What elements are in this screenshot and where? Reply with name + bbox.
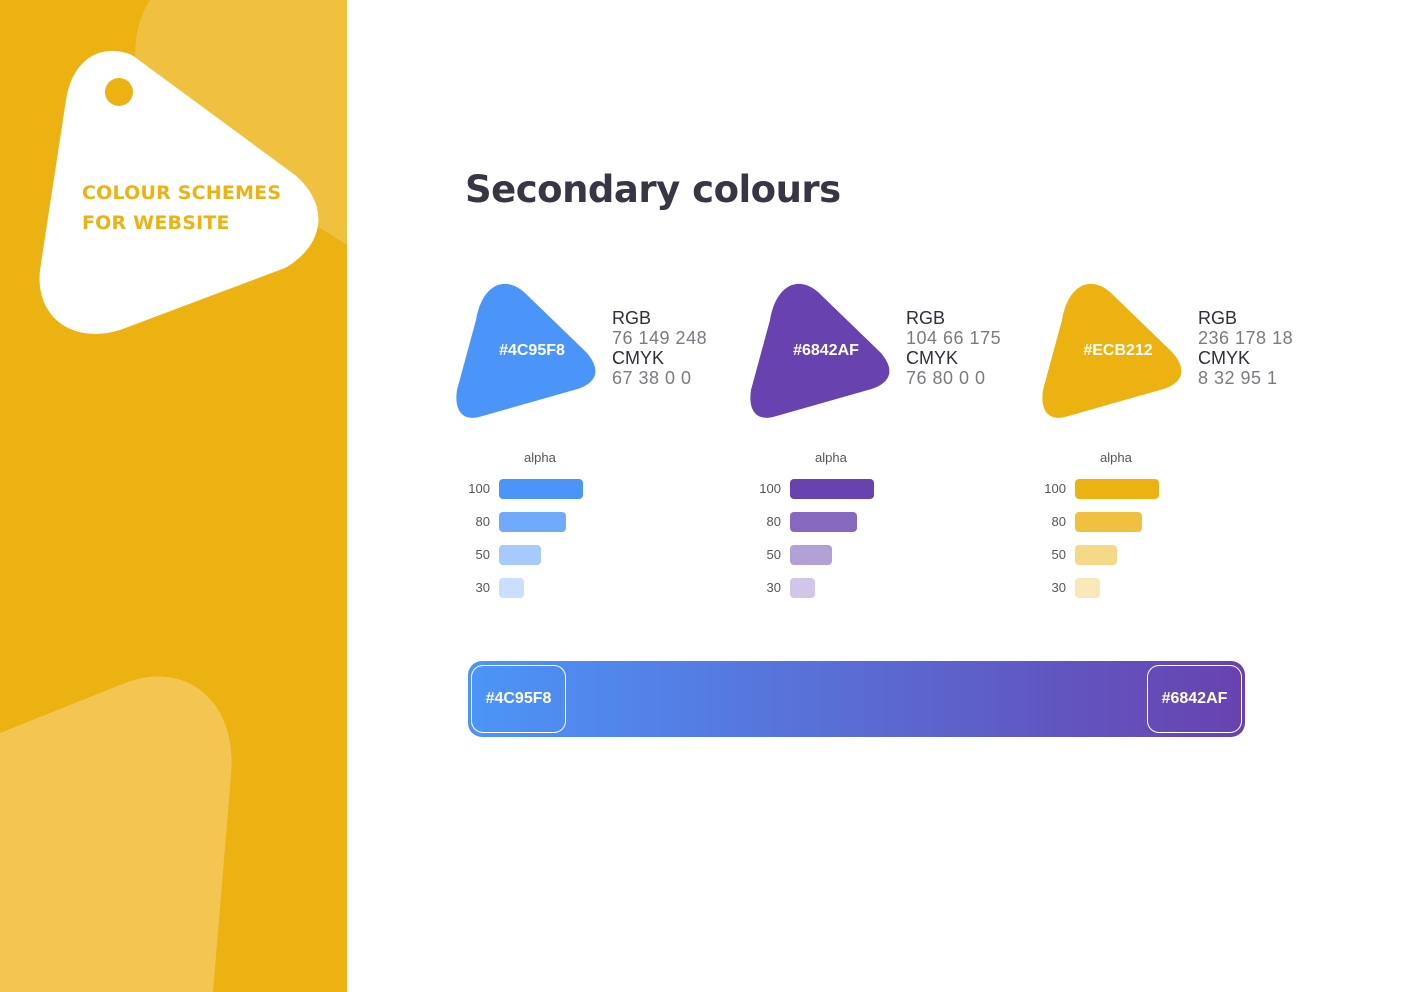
- alpha-bar: [790, 578, 815, 598]
- alpha-label: 100: [759, 481, 781, 496]
- alpha-bar: [499, 578, 524, 598]
- swatch-color-1: #4C95F8: [454, 280, 604, 422]
- gradient-start-label: #4C95F8: [471, 665, 566, 733]
- alpha-bar: [1075, 578, 1100, 598]
- alpha-title: alpha: [815, 450, 847, 465]
- swatch-hex-label: #ECB212: [1083, 342, 1153, 359]
- color-1-info: RGB 76 149 248 CMYK 67 38 0 0: [612, 308, 707, 388]
- cmyk-label: CMYK: [1198, 348, 1251, 368]
- alpha-bar: [1075, 512, 1142, 532]
- alpha-bar: [1075, 479, 1159, 499]
- alpha-label: 30: [1051, 580, 1066, 595]
- tag-shape: [39, 50, 319, 334]
- alpha-label: 30: [475, 580, 490, 595]
- alpha-label: 50: [766, 547, 781, 562]
- swatch-hex-label: #4C95F8: [499, 342, 565, 359]
- cmyk-label: CMYK: [906, 348, 959, 368]
- alpha-bar: [1075, 545, 1117, 565]
- alpha-title: alpha: [1100, 450, 1132, 465]
- rgb-label: RGB: [1198, 308, 1238, 328]
- alpha-bar: [499, 479, 583, 499]
- cmyk-value: 76 80 0 0: [906, 368, 986, 388]
- swatch-color-2: #6842AF: [748, 280, 898, 422]
- alpha-title: alpha: [524, 450, 556, 465]
- gradient-bar: #4C95F8 #6842AF: [468, 661, 1245, 737]
- alpha-label: 80: [1051, 514, 1066, 529]
- sidebar-title-line2: FOR WEBSITE: [82, 212, 230, 234]
- rgb-value: 104 66 175: [906, 328, 1002, 348]
- alpha-label: 80: [766, 514, 781, 529]
- cmyk-value: 8 32 95 1: [1198, 368, 1278, 388]
- alpha-label: 30: [766, 580, 781, 595]
- tag-hole: [105, 78, 133, 106]
- alpha-label: 80: [475, 514, 490, 529]
- alpha-bar: [499, 545, 541, 565]
- alpha-bar: [790, 512, 857, 532]
- cmyk-label: CMYK: [612, 348, 665, 368]
- rgb-label: RGB: [906, 308, 946, 328]
- color-2-info: RGB 104 66 175 CMYK 76 80 0 0: [906, 308, 1001, 388]
- sidebar-title: COLOUR SCHEMES FOR WEBSITE: [82, 178, 281, 238]
- gradient-end-label: #6842AF: [1147, 665, 1242, 733]
- sidebar-title-line1: COLOUR SCHEMES: [82, 182, 282, 204]
- alpha-label: 100: [1044, 481, 1066, 496]
- alpha-bar: [499, 512, 566, 532]
- cmyk-value: 67 38 0 0: [612, 368, 692, 388]
- alpha-label: 100: [468, 481, 490, 496]
- alpha-label: 50: [475, 547, 490, 562]
- swatch-hex-label: #6842AF: [793, 342, 859, 359]
- alpha-bar: [790, 479, 874, 499]
- alpha-bar: [790, 545, 832, 565]
- rgb-label: RGB: [612, 308, 652, 328]
- rgb-value: 236 178 18: [1198, 328, 1294, 348]
- page-title: Secondary colours: [465, 168, 841, 211]
- alpha-label: 50: [1051, 547, 1066, 562]
- color-3-info: RGB 236 178 18 CMYK 8 32 95 1: [1198, 308, 1293, 388]
- rgb-value: 76 149 248: [612, 328, 708, 348]
- swatch-color-3: #ECB212: [1040, 280, 1190, 422]
- sidebar: COLOUR SCHEMES FOR WEBSITE: [0, 0, 347, 992]
